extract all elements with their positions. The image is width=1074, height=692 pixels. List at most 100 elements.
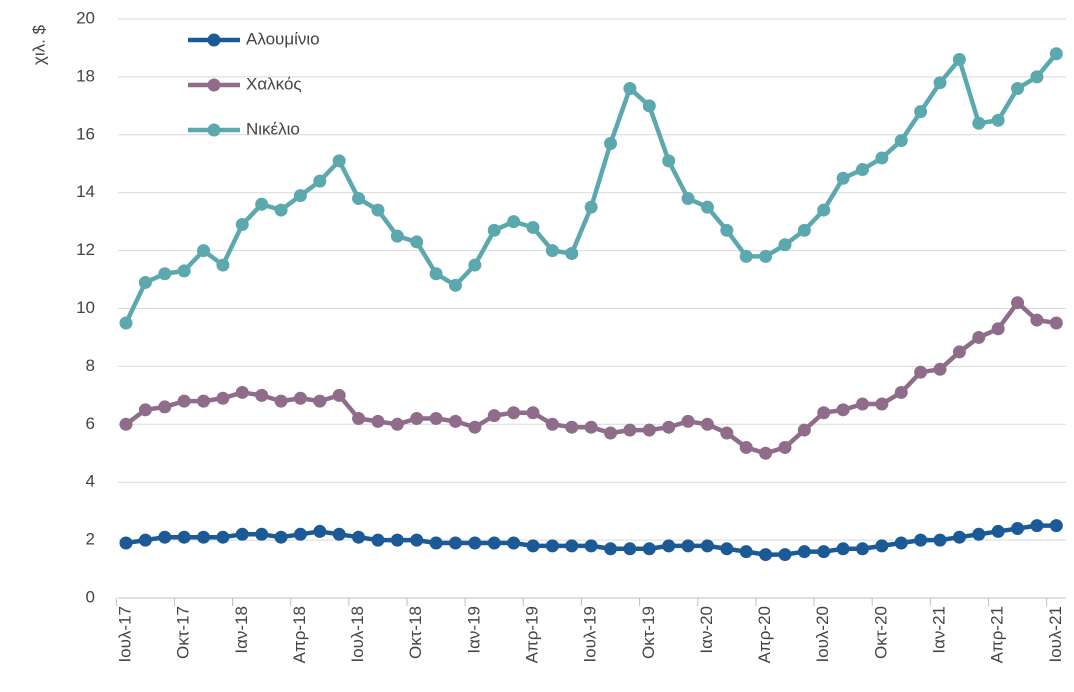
legend-label: Χαλκός: [246, 74, 302, 93]
legend-label: Αλουμίνιο: [246, 29, 320, 48]
x-tick-label: Ιαν-21: [930, 606, 949, 654]
point: [468, 258, 482, 272]
point: [855, 397, 869, 411]
point: [313, 394, 327, 408]
point: [991, 113, 1005, 127]
y-tick-label: 10: [76, 298, 95, 317]
point: [855, 542, 869, 556]
point: [855, 163, 869, 177]
point: [875, 397, 889, 411]
x-tick-label: Οκτ-19: [639, 606, 658, 659]
point: [565, 420, 579, 434]
y-axis-label: χιλ. $: [29, 24, 48, 65]
point: [410, 533, 424, 547]
point: [584, 420, 598, 434]
point: [739, 545, 753, 559]
point: [604, 542, 618, 556]
legend-label: Νικέλιο: [246, 119, 300, 138]
point: [526, 539, 540, 553]
point: [817, 406, 831, 420]
point: [952, 530, 966, 544]
point: [138, 533, 152, 547]
point: [584, 200, 598, 214]
point: [293, 391, 307, 405]
legend-marker: [207, 78, 221, 92]
point: [138, 275, 152, 289]
point: [487, 536, 501, 550]
point: [681, 414, 695, 428]
point: [332, 388, 346, 402]
point: [875, 151, 889, 165]
x-tick-label: Ιουλ-21: [1046, 606, 1065, 663]
point: [797, 423, 811, 437]
point: [952, 53, 966, 67]
point: [332, 527, 346, 541]
x-tick-label: Ιαν-18: [232, 606, 251, 654]
point: [739, 440, 753, 454]
point: [662, 539, 676, 553]
point: [1030, 519, 1044, 533]
point: [119, 417, 133, 431]
point: [972, 330, 986, 344]
point: [662, 420, 676, 434]
x-tick-label: Απρ-20: [755, 606, 774, 663]
point: [991, 524, 1005, 538]
point: [313, 174, 327, 188]
x-tick-label: Απρ-19: [522, 606, 541, 663]
point: [914, 105, 928, 119]
point: [313, 524, 327, 538]
point: [914, 533, 928, 547]
point: [274, 530, 288, 544]
point: [681, 539, 695, 553]
point: [197, 530, 211, 544]
point: [700, 539, 714, 553]
point: [352, 412, 366, 426]
point: [158, 400, 172, 414]
point: [468, 536, 482, 550]
point: [662, 154, 676, 168]
legend-marker: [207, 123, 221, 137]
point: [119, 316, 133, 330]
series-line: [123, 52, 1059, 324]
y-tick-label: 4: [86, 472, 95, 491]
point: [545, 244, 559, 258]
x-tick-label: Ιουλ-17: [115, 606, 134, 663]
point: [255, 388, 269, 402]
point: [216, 530, 230, 544]
point: [410, 412, 424, 426]
point: [720, 426, 734, 440]
point: [836, 171, 850, 185]
point: [119, 536, 133, 550]
point: [836, 542, 850, 556]
x-tick-label: Απρ-18: [290, 606, 309, 663]
point: [138, 403, 152, 417]
point: [759, 446, 773, 460]
point: [1030, 70, 1044, 84]
point: [565, 246, 579, 260]
point: [817, 203, 831, 217]
point: [371, 203, 385, 217]
point: [972, 527, 986, 541]
point: [894, 385, 908, 399]
point: [332, 154, 346, 168]
point: [642, 542, 656, 556]
point: [778, 238, 792, 252]
point: [836, 403, 850, 417]
point: [642, 423, 656, 437]
point: [371, 414, 385, 428]
point: [293, 527, 307, 541]
point: [507, 215, 521, 229]
point: [1049, 47, 1063, 61]
point: [933, 76, 947, 90]
point: [894, 536, 908, 550]
point: [642, 99, 656, 113]
point: [797, 545, 811, 559]
x-tick-label: Ιουλ-18: [348, 606, 367, 663]
point: [429, 267, 443, 281]
point: [177, 264, 191, 278]
point: [759, 249, 773, 263]
point: [875, 539, 889, 553]
point: [720, 542, 734, 556]
point: [720, 223, 734, 237]
